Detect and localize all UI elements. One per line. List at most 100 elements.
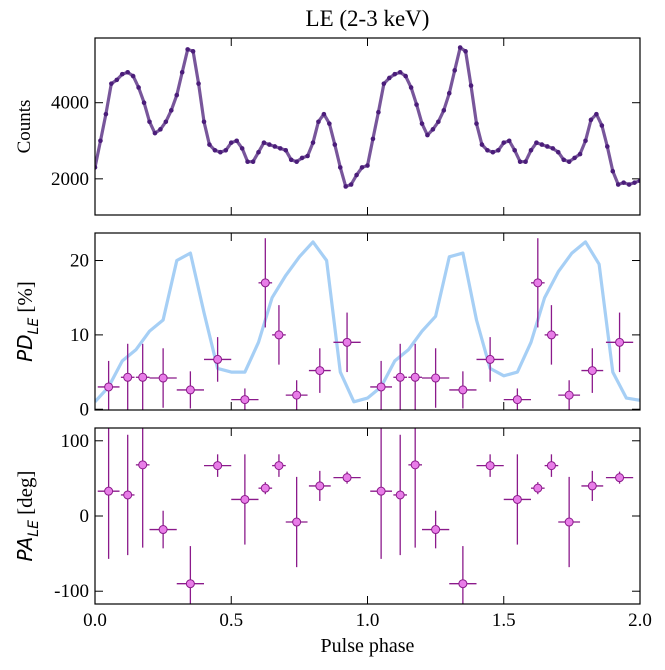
x-tick-label: 2.0: [628, 610, 652, 631]
axes-frame: [94, 232, 641, 411]
point: [138, 372, 148, 382]
plot-area: [95, 238, 640, 410]
point: [274, 461, 284, 471]
point: [431, 525, 441, 535]
point: [370, 136, 376, 142]
point: [240, 395, 250, 405]
point: [457, 45, 463, 50]
point: [288, 157, 294, 163]
point: [125, 69, 130, 75]
point: [496, 147, 501, 153]
point: [228, 140, 234, 145]
point: [441, 108, 447, 113]
point: [419, 121, 425, 126]
point: [213, 461, 223, 471]
line: [95, 240, 640, 404]
y-label-main: PA: [13, 537, 37, 562]
y-tick-label: 20: [70, 251, 89, 272]
y-axis-label: PALE [deg]: [13, 471, 42, 562]
point: [615, 337, 625, 347]
point: [185, 47, 190, 52]
point: [201, 119, 207, 125]
point: [587, 366, 597, 376]
axes-frame: [94, 427, 641, 605]
point: [566, 159, 572, 165]
point: [332, 142, 338, 147]
point: [485, 354, 495, 364]
point: [431, 373, 441, 383]
point: [395, 372, 405, 382]
point: [174, 92, 180, 98]
point: [599, 123, 605, 128]
y-label-unit: [%]: [13, 281, 37, 318]
chart-title: LE (2-3 keV): [306, 6, 430, 31]
point: [452, 68, 458, 73]
point: [512, 494, 522, 504]
point: [278, 146, 283, 151]
point: [342, 337, 352, 347]
point: [240, 494, 250, 504]
point: [274, 330, 284, 340]
point: [207, 142, 212, 147]
point: [512, 147, 517, 153]
point: [213, 354, 223, 364]
point: [337, 165, 343, 170]
y-label-sub: LE: [26, 318, 42, 335]
plot-area: [97, 428, 634, 604]
point: [218, 149, 223, 155]
point: [365, 163, 370, 168]
point: [436, 119, 441, 125]
point: [408, 85, 414, 90]
point: [348, 182, 354, 187]
point: [610, 168, 616, 174]
point: [158, 373, 168, 383]
point: [260, 483, 270, 493]
point: [212, 147, 218, 153]
point: [546, 461, 556, 471]
y-label-main: PD: [13, 334, 37, 361]
point: [564, 390, 574, 400]
point: [260, 278, 270, 288]
point: [315, 481, 325, 491]
axes-frame: [94, 37, 641, 216]
point: [588, 117, 594, 123]
point: [104, 382, 114, 392]
y-axis-label: PDLE [%]: [13, 281, 42, 362]
point: [533, 278, 543, 288]
point: [267, 142, 272, 147]
point: [152, 130, 158, 136]
point: [392, 71, 398, 77]
point: [299, 155, 305, 161]
point: [136, 85, 141, 90]
point: [98, 138, 103, 144]
x-tick-label: 0.5: [219, 610, 243, 631]
point: [555, 149, 561, 155]
point: [223, 147, 229, 153]
point: [169, 108, 174, 113]
point: [163, 119, 169, 125]
point: [327, 121, 332, 126]
point: [234, 138, 239, 144]
point: [387, 75, 392, 81]
point: [109, 81, 114, 86]
point: [577, 151, 583, 157]
point: [446, 90, 452, 96]
point: [490, 149, 496, 155]
point: [632, 180, 637, 185]
point: [528, 147, 534, 153]
point: [104, 486, 114, 496]
point: [354, 172, 359, 178]
point: [376, 109, 381, 115]
point: [395, 490, 405, 500]
y-label-unit: [deg]: [13, 471, 37, 521]
x-axis-label: Pulse phase: [321, 635, 415, 657]
point: [138, 460, 148, 470]
point: [119, 71, 125, 77]
point: [425, 132, 430, 138]
point: [185, 579, 195, 589]
x-tick-label: 1.0: [356, 610, 380, 631]
point: [321, 111, 327, 117]
point: [185, 385, 195, 395]
point: [534, 140, 539, 145]
